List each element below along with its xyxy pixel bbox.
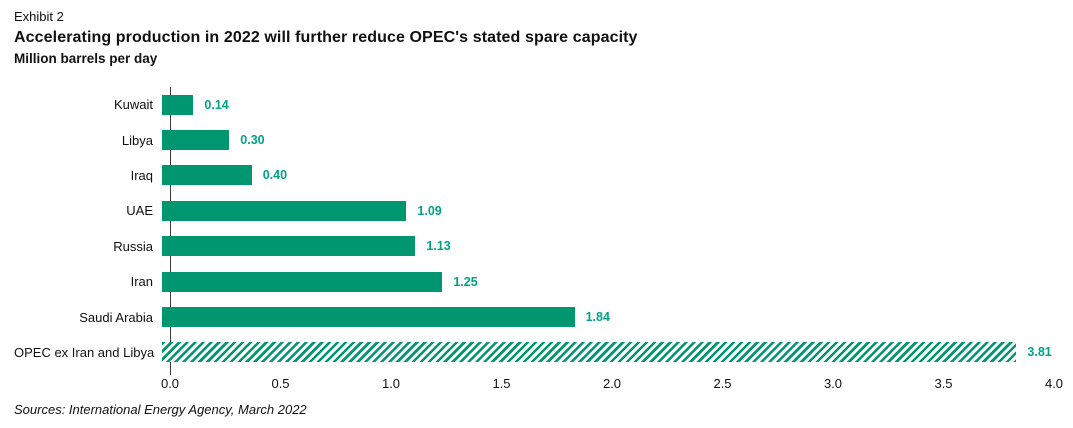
- x-axis-tick-label: 0.5: [271, 376, 290, 392]
- bar: [162, 200, 407, 221]
- x-axis-tick-label: 3.0: [823, 376, 843, 392]
- x-axis-tick-label: 3.5: [934, 376, 953, 392]
- exhibit-label: Exhibit 2: [14, 9, 64, 24]
- bar-value-label: 1.13: [426, 239, 451, 254]
- bar-row: OPEC ex Iran and Libya 3.81: [14, 335, 1059, 370]
- source-note: Sources: International Energy Agency, Ma…: [14, 402, 307, 417]
- x-axis-tick-label: 4.0: [1044, 376, 1064, 392]
- bar-value-label: 1.09: [417, 203, 442, 218]
- bar-row: Iran 1.25: [14, 264, 1059, 299]
- bar-value-label: 1.84: [585, 310, 610, 325]
- bar-row: Iraq 0.40: [14, 158, 1059, 193]
- page-title: Accelerating production in 2022 will fur…: [14, 29, 638, 46]
- bar: [162, 307, 575, 328]
- bar-row: Libya 0.30: [14, 122, 1059, 157]
- category-label: Saudi Arabia: [79, 309, 153, 325]
- bar-cell: 0.40: [162, 158, 1059, 193]
- bar-cell: 0.30: [162, 122, 1059, 157]
- bar-hatched: [162, 342, 1017, 363]
- category-label: Iran: [130, 274, 153, 290]
- bar-value-label: 0.30: [240, 133, 265, 148]
- x-axis-tick-label: 1.5: [492, 376, 511, 392]
- bar-cell: 1.25: [162, 264, 1059, 299]
- bar-cell: 1.84: [162, 299, 1059, 334]
- bar-row: Kuwait 0.14: [14, 87, 1059, 122]
- bar: [162, 94, 194, 115]
- bar-value-label: 0.14: [204, 97, 229, 112]
- x-axis-tick-label: 1.0: [381, 376, 401, 392]
- bar: [162, 271, 443, 292]
- category-label: Russia: [113, 238, 153, 254]
- bar: [162, 165, 252, 186]
- bar: [162, 236, 416, 257]
- category-label: OPEC ex Iran and Libya: [14, 344, 155, 360]
- chart-header: Exhibit 2 Accelerating production in 202…: [14, 9, 638, 66]
- bar-value-label: 0.40: [262, 168, 288, 183]
- bar-cell: 1.13: [162, 229, 1059, 264]
- category-label: Libya: [121, 132, 153, 148]
- y-axis-line: [170, 87, 171, 375]
- x-axis-tick-label: 2.5: [713, 376, 732, 392]
- category-label: Kuwait: [113, 97, 153, 113]
- bar-row: UAE 1.09: [14, 193, 1059, 228]
- x-axis-tick-label: 2.0: [602, 376, 622, 392]
- bar-value-label: 1.25: [453, 274, 478, 289]
- category-label: Iraq: [130, 167, 153, 183]
- bar-chart: Kuwait 0.14 Libya 0.30 Iraq 0.40 UAE 1.09 Russia…: [14, 87, 1063, 396]
- bar-cell: 1.09: [162, 193, 1059, 228]
- chart-footer: Sources: International Energy Agency, Ma…: [14, 402, 307, 417]
- bar: [162, 130, 230, 151]
- bar-value-label: 3.81: [1027, 345, 1052, 360]
- bar-row: Saudi Arabia 1.84: [14, 299, 1059, 334]
- x-axis: 0.0 0.5 1.0 1.5 2.0 2.5 3.0 3.5 4.0: [161, 374, 1063, 396]
- chart-units-label: Million barrels per day: [14, 51, 158, 66]
- chart-rows: Kuwait 0.14 Libya 0.30 Iraq 0.40 UAE 1.09 Russia…: [14, 87, 1059, 370]
- bar-row: Russia 1.13: [14, 229, 1059, 264]
- x-axis-tick-label: 0.0: [160, 376, 180, 392]
- category-label: UAE: [126, 203, 153, 219]
- bar-cell: 0.14: [162, 87, 1059, 122]
- bar-cell: 3.81: [162, 335, 1059, 370]
